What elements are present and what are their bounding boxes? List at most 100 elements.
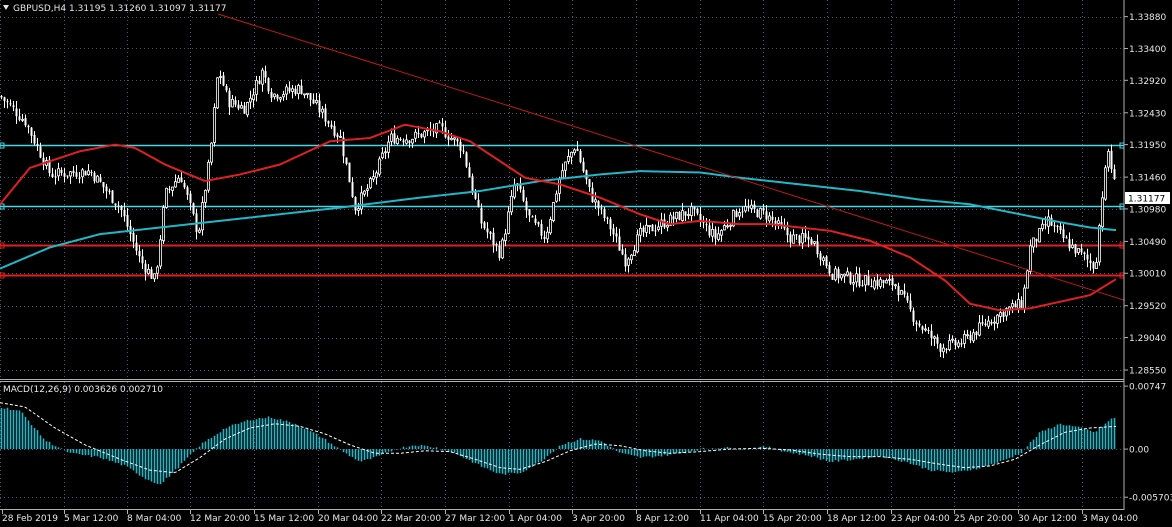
candle-body-up: [414, 131, 417, 139]
candle-body-up: [813, 241, 816, 244]
candle-body-down: [882, 280, 885, 283]
candle-body-up: [360, 192, 363, 210]
time-axis-label: 8 Apr 12:00: [636, 514, 689, 524]
candle-body-down: [60, 169, 63, 173]
trendline-segment[interactable]: [217, 13, 1126, 301]
time-axis-label: 15 Mar 12:00: [254, 514, 314, 524]
candle-body-down: [492, 232, 495, 246]
candle-body-down: [819, 253, 822, 260]
level-anchor-left[interactable]: [0, 142, 5, 149]
candle-body-up: [1107, 151, 1110, 168]
candle-body-down: [747, 207, 750, 209]
candle-body-down: [33, 134, 36, 144]
candle-body-up: [423, 131, 426, 138]
candle-body-up: [561, 170, 564, 179]
candle-body-down: [354, 197, 357, 211]
time-axis-label: 30 Apr 12:00: [1018, 514, 1077, 524]
candle-body-up: [636, 234, 639, 253]
candle-body-up: [669, 214, 672, 226]
candle-body-up: [564, 161, 567, 171]
candle-body-down: [540, 224, 543, 236]
candle-body-down: [525, 201, 528, 211]
candle-body-up: [1038, 228, 1041, 243]
candle-body-up: [1005, 308, 1008, 317]
candle-body-down: [270, 92, 273, 98]
candle-body-down: [804, 233, 807, 238]
time-axis-label: 28 Feb 2019: [2, 514, 58, 524]
candle-body-down: [84, 171, 87, 176]
candle-body-down: [465, 152, 468, 167]
candle-body-down: [351, 182, 354, 197]
candle-body-up: [507, 211, 510, 234]
candle-body-up: [411, 138, 414, 144]
candle-body-down: [1065, 237, 1068, 239]
time-axis-label: 27 Mar 12:00: [445, 514, 505, 524]
candlestick-series: [0, 65, 1116, 359]
candle-body-down: [903, 290, 906, 295]
candle-body-down: [849, 272, 852, 284]
candle-body-down: [741, 211, 744, 213]
candle-body-down: [960, 343, 963, 345]
candle-body-down: [870, 285, 873, 288]
candle-body-up: [363, 190, 366, 195]
candle-body-down: [585, 170, 588, 180]
candle-body-down: [72, 170, 75, 174]
time-axis[interactable]: 28 Feb 2019 5 Mar 12:00 8 Mar 04:00 12 Mar …: [2, 510, 1138, 524]
candle-body-up: [768, 215, 771, 222]
symbol-header: GBPUSD,H4 1.31195 1.31260 1.31097 1.3117…: [3, 4, 226, 14]
candle-body-up: [660, 219, 663, 227]
level-anchor-left[interactable]: [0, 203, 5, 210]
candle-body-up: [69, 171, 72, 177]
candle-body-up: [198, 229, 201, 233]
candle-body-down: [342, 137, 345, 157]
candle-body-down: [693, 206, 696, 210]
candle-body-up: [372, 176, 375, 180]
candle-body-up: [306, 92, 309, 95]
candle-body-down: [1089, 260, 1092, 264]
candle-body-up: [726, 225, 729, 228]
candle-body-up: [231, 98, 234, 108]
trendline[interactable]: [217, 13, 1126, 301]
candle-body-down: [483, 222, 486, 229]
candle-body-up: [153, 273, 156, 280]
candle-body-down: [30, 127, 33, 136]
candle-body-down: [765, 211, 768, 220]
candle-body-up: [864, 274, 867, 286]
candle-body-up: [720, 230, 723, 236]
candle-body-up: [729, 224, 732, 227]
candle-body-down: [906, 295, 909, 301]
candle-body-up: [987, 320, 990, 327]
candle-body-down: [1002, 312, 1005, 317]
candle-body-up: [81, 169, 84, 178]
candle-body-down: [615, 233, 618, 237]
candle-body-up: [546, 231, 549, 240]
candle-body-up: [249, 97, 252, 103]
candle-body-up: [240, 105, 243, 109]
candle-body-down: [522, 189, 525, 201]
price-axis[interactable]: 1.33880 1.33400 1.32920 1.32430 1.31950 1.314…: [1124, 13, 1166, 377]
level-anchor-left[interactable]: [0, 242, 5, 249]
candle-body-up: [381, 152, 384, 159]
price-axis-label: 1.31460: [1129, 174, 1166, 184]
candle-body-up: [162, 207, 165, 242]
time-axis-label: 20 Mar 04:00: [318, 514, 378, 524]
candle-body-down: [348, 162, 351, 183]
candle-body-up: [369, 178, 372, 189]
level-anchor-left[interactable]: [0, 272, 5, 279]
candle-body-up: [510, 195, 513, 213]
candle-body-down: [1074, 244, 1077, 254]
candle-body-down: [3, 97, 6, 101]
candle-body-down: [462, 150, 465, 152]
candle-body-down: [39, 146, 42, 158]
candle-body-down: [609, 219, 612, 230]
candle-body-up: [873, 280, 876, 289]
candle-body-down: [876, 279, 879, 286]
time-axis-label: 8 Mar 04:00: [127, 514, 182, 524]
candle-body-up: [549, 219, 552, 234]
candle-body-down: [858, 273, 861, 286]
candle-body-down: [180, 177, 183, 183]
candle-body-down: [1056, 225, 1059, 227]
candle-body-down: [774, 220, 777, 224]
candle-body-down: [222, 75, 225, 86]
